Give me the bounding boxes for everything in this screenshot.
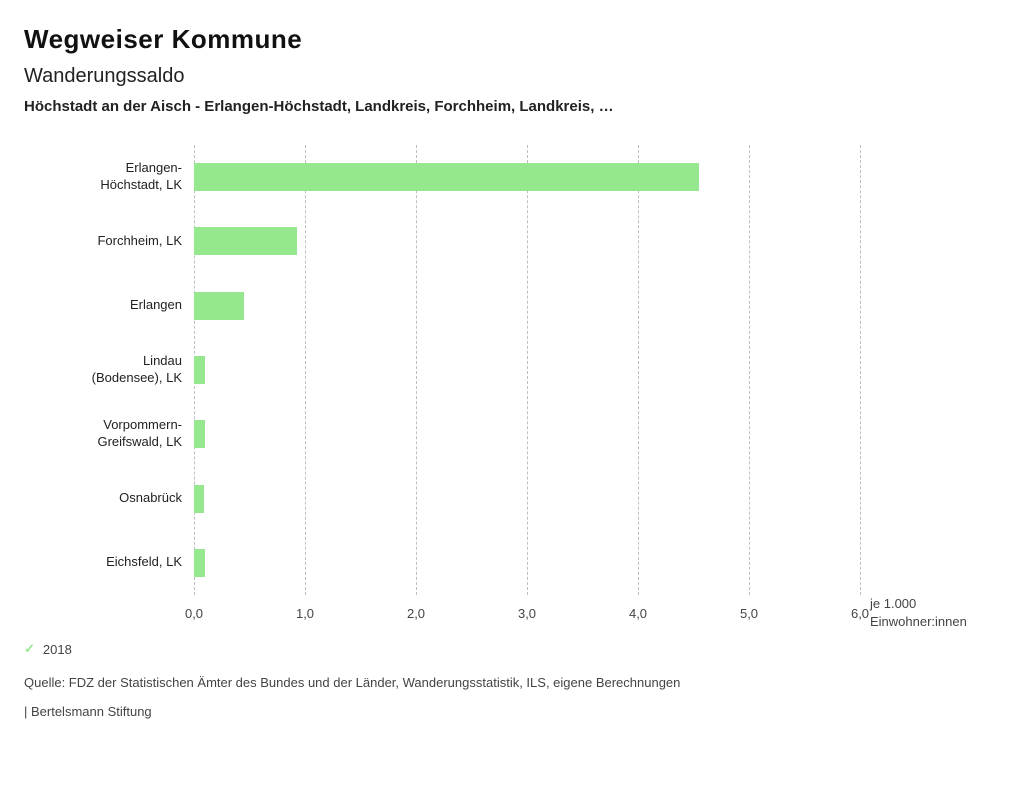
bar	[194, 420, 205, 448]
category-label: Lindau (Bodensee), LK	[24, 353, 194, 387]
x-tick-label: 0,0	[185, 606, 203, 621]
bar-slot	[194, 549, 860, 577]
bar	[194, 227, 297, 255]
bar-slot	[194, 292, 860, 320]
footer-text: | Bertelsmann Stiftung	[24, 704, 1000, 719]
check-icon: ✓	[24, 641, 35, 657]
bar-slot	[194, 227, 860, 255]
x-tick-label: 4,0	[629, 606, 647, 621]
category-label: Erlangen	[24, 297, 194, 314]
category-label: Forchheim, LK	[24, 233, 194, 250]
source-text: Quelle: FDZ der Statistischen Ämter des …	[24, 675, 1000, 690]
page-subsubtitle: Höchstadt an der Aisch - Erlangen-Höchst…	[24, 98, 1000, 115]
bar-chart: 0,01,02,03,04,05,06,0je 1.000 Einwohner:…	[24, 145, 1000, 625]
chart-row: Eichsfeld, LK	[24, 531, 1000, 595]
legend: ✓ 2018	[24, 641, 1000, 657]
x-tick-label: 3,0	[518, 606, 536, 621]
category-label: Eichsfeld, LK	[24, 554, 194, 571]
x-tick-label: 5,0	[740, 606, 758, 621]
bar	[194, 485, 204, 513]
category-label: Erlangen- Höchstadt, LK	[24, 160, 194, 194]
chart-row: Lindau (Bodensee), LK	[24, 338, 1000, 402]
chart-row: Erlangen- Höchstadt, LK	[24, 145, 1000, 209]
unit-label: je 1.000 Einwohner:innen	[870, 595, 1000, 631]
bar	[194, 292, 244, 320]
category-label: Osnabrück	[24, 490, 194, 507]
page-title: Wegweiser Kommune	[24, 24, 1000, 55]
legend-year: 2018	[43, 642, 72, 657]
bar-slot	[194, 356, 860, 384]
chart-row: Forchheim, LK	[24, 209, 1000, 273]
x-tick-label: 2,0	[407, 606, 425, 621]
bar	[194, 356, 205, 384]
x-tick-label: 1,0	[296, 606, 314, 621]
chart-row: Osnabrück	[24, 466, 1000, 530]
chart-container: 0,01,02,03,04,05,06,0je 1.000 Einwohner:…	[24, 145, 1000, 625]
chart-row: Vorpommern- Greifswald, LK	[24, 402, 1000, 466]
bar-slot	[194, 485, 860, 513]
category-label: Vorpommern- Greifswald, LK	[24, 417, 194, 451]
chart-row: Erlangen	[24, 274, 1000, 338]
page-subtitle: Wanderungssaldo	[24, 65, 1000, 88]
bar-slot	[194, 420, 860, 448]
bar	[194, 163, 699, 191]
bar-slot	[194, 163, 860, 191]
x-tick-label: 6,0	[851, 606, 869, 621]
bar	[194, 549, 205, 577]
